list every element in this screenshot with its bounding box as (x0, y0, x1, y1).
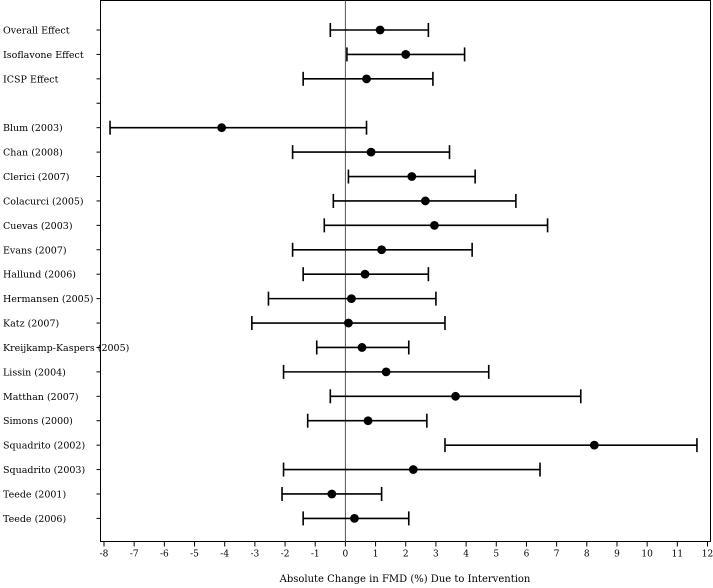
row-label: Chan (2008) (3, 148, 63, 159)
row-label: Blum (2003) (3, 123, 63, 134)
x-tick-label: 5 (493, 550, 499, 560)
point-estimate (377, 245, 387, 255)
row-label: Teede (2001) (3, 489, 66, 500)
forest-row: Teede (2006) (3, 511, 410, 526)
row-label: Colacurci (2005) (3, 196, 84, 207)
point-estimate (350, 514, 359, 523)
x-axis-title: Absolute Change in FMD (%) Due to Interv… (279, 574, 531, 585)
row-label: Evans (2007) (3, 245, 67, 256)
x-tick-label: 3 (433, 550, 439, 560)
point-estimate (401, 50, 411, 59)
forest-row: Hermansen (2005) (3, 291, 437, 306)
x-tick-label: 1 (373, 550, 379, 560)
row-label: Isoflavone Effect (3, 50, 84, 61)
row-label: Kreijkamp-Kaspers (2005) (3, 343, 129, 354)
row-label: Simons (2000) (3, 416, 73, 427)
x-tick-label: 2 (403, 550, 409, 560)
forest-row: Lissin (2004) (3, 364, 490, 379)
point-estimate (589, 440, 599, 450)
x-tick-label: -5 (190, 550, 199, 560)
x-tick-label: 0 (343, 550, 349, 560)
point-estimate (357, 343, 367, 352)
point-estimate (408, 465, 418, 474)
plot-frame (100, 0, 711, 542)
forest-row: Overall Effect (3, 23, 430, 37)
x-tick-label: -1 (311, 550, 320, 560)
x-tick-label: -2 (281, 550, 290, 560)
point-estimate (381, 367, 391, 377)
point-estimate (407, 172, 417, 181)
row-label: Squadrito (2003) (3, 465, 85, 476)
forest-row: Simons (2000) (3, 413, 428, 428)
forest-row: Squadrito (2003) (3, 462, 541, 477)
point-estimate (360, 269, 370, 279)
forest-row: Matthan (2007) (3, 389, 582, 404)
x-tick-label: 10 (641, 550, 653, 560)
forest-row: Clerici (2007) (3, 169, 476, 184)
x-tick-label: 12 (702, 550, 713, 560)
x-tick-label: -6 (160, 550, 169, 560)
point-estimate (366, 147, 376, 157)
point-estimate (375, 25, 385, 35)
x-tick-label: 11 (672, 550, 683, 560)
x-tick-label: 6 (524, 550, 530, 560)
forest-row: Evans (2007) (3, 242, 473, 257)
forest-row: Squadrito (2002) (3, 438, 698, 453)
forest-row: Kreijkamp-Kaspers (2005) (3, 340, 410, 355)
row-label: Katz (2007) (3, 319, 59, 330)
forest-row: ICSP Effect (3, 71, 434, 86)
x-tick-label: 7 (554, 550, 560, 560)
point-estimate (362, 74, 371, 84)
x-tick-label: -8 (100, 550, 109, 560)
forest-row: Isoflavone Effect (3, 47, 466, 62)
row-label: Hermansen (2005) (3, 294, 93, 305)
row-label: Cuevas (2003) (3, 221, 73, 232)
forest-row: Hallund (2006) (3, 267, 430, 282)
x-tick-label: -4 (220, 550, 229, 560)
point-estimate (363, 416, 373, 426)
point-estimate (327, 489, 337, 499)
x-tick-label: -7 (130, 550, 139, 560)
row-label: Clerici (2007) (3, 172, 69, 183)
point-estimate (347, 294, 356, 304)
x-tick-label: 8 (584, 550, 590, 560)
row-label: Hallund (2006) (3, 270, 76, 281)
x-tick-label: -3 (250, 550, 259, 560)
point-estimate (344, 318, 353, 328)
point-estimate (430, 220, 439, 230)
row-label: Lissin (2004) (3, 367, 66, 378)
row-label: ICSP Effect (3, 74, 59, 85)
forest-row: Chan (2008) (3, 145, 451, 160)
forest-row: Cuevas (2003) (3, 218, 549, 233)
forest-row: Blum (2003) (3, 120, 368, 135)
point-estimate (451, 391, 460, 401)
row-label: Overall Effect (3, 26, 70, 37)
row-label: Matthan (2007) (3, 392, 79, 403)
row-label: Squadrito (2002) (3, 441, 85, 452)
forest-row: Teede (2001) (3, 486, 383, 501)
point-estimate (420, 196, 430, 206)
x-tick-label: 9 (614, 550, 620, 560)
forest-row: Colacurci (2005) (3, 193, 517, 208)
row-label: Teede (2006) (3, 514, 66, 525)
point-estimate (217, 123, 227, 133)
forest-row: Katz (2007) (3, 316, 446, 331)
x-tick-label: 4 (463, 550, 469, 560)
